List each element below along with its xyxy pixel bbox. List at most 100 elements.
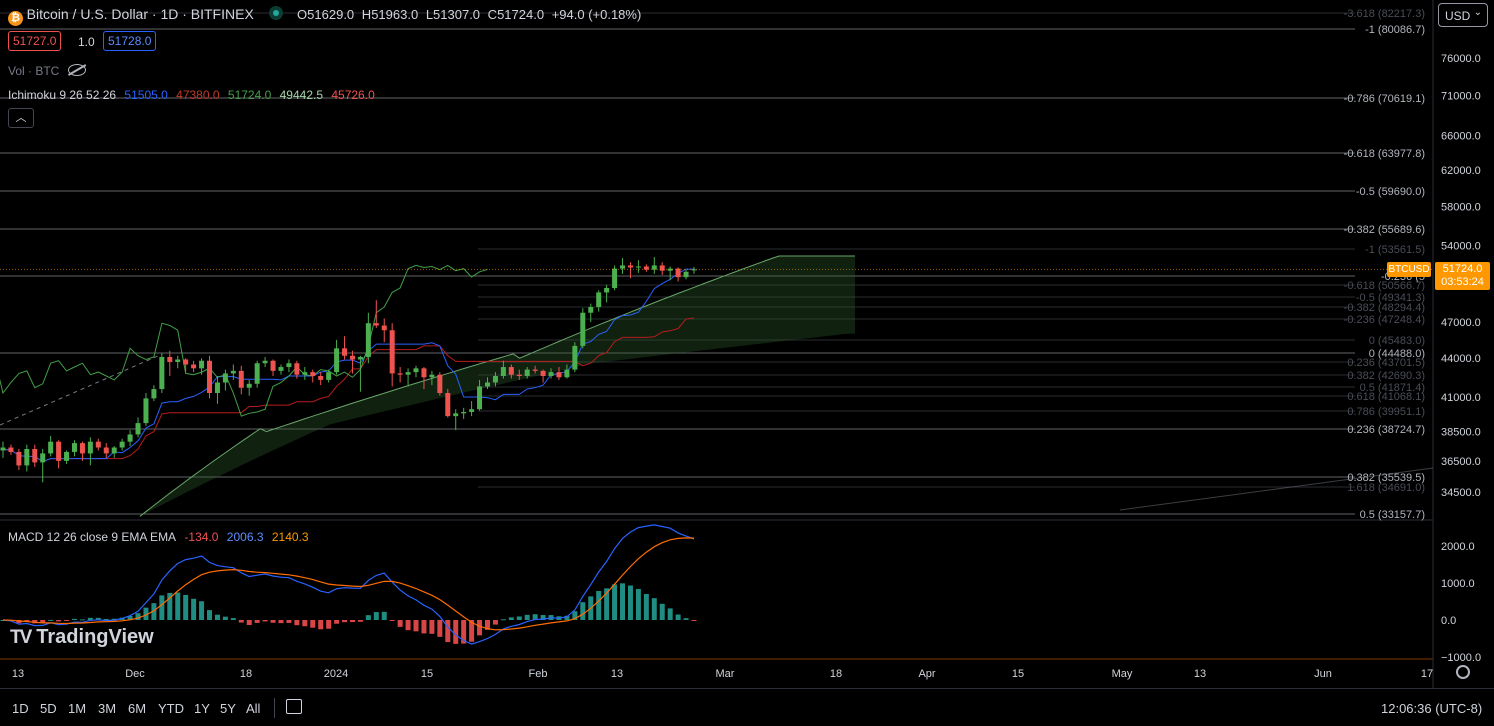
candle-body [254, 363, 260, 384]
macd-line [2, 524, 695, 645]
candle-body [381, 325, 387, 331]
candle-body [604, 288, 610, 293]
candle-body [477, 386, 483, 410]
macd-histogram-bar [71, 618, 77, 620]
candle-body [159, 356, 165, 390]
macd-histogram-bar [32, 620, 38, 624]
time-axis-tick: 13 [611, 668, 623, 680]
candle-body [318, 375, 324, 380]
fib-level-label: 0.5 (33157.7) [1360, 509, 1425, 521]
candle-body [103, 447, 109, 454]
macd-histogram-bar [365, 615, 371, 620]
ichimoku-cloud [140, 256, 855, 517]
candle-body [365, 323, 371, 357]
macd-histogram-bar [397, 620, 403, 627]
candle-body [326, 372, 332, 380]
macd-histogram-bar [135, 613, 141, 620]
price-axis-tick: 54000.0 [1441, 241, 1481, 253]
timeframe-1m[interactable]: 1M [68, 701, 87, 716]
macd-histogram-bar [389, 620, 395, 621]
volume-indicator-legend[interactable]: Vol · BTC [8, 64, 91, 78]
macd-histogram-bar [286, 620, 292, 623]
ichimoku-legend[interactable]: Ichimoku 9 26 52 26 51505.0 47380.0 5172… [8, 88, 375, 102]
price-tag-symbol: BTCUSD [1387, 262, 1431, 277]
macd-histogram-bar [103, 618, 109, 620]
fib-minor-label: -1 (53561.5) [1365, 244, 1425, 256]
candle-body [612, 268, 618, 289]
candle-body [484, 382, 490, 387]
macd-legend[interactable]: MACD 12 26 close 9 EMA EMA -134.0 2006.3… [8, 530, 309, 544]
tradingview-logo[interactable]: TV TradingView [10, 626, 154, 648]
macd-histogram-bar [230, 618, 236, 620]
timeframe-1y[interactable]: 1Y [194, 701, 210, 716]
candle-body [222, 373, 228, 383]
eye-hidden-icon[interactable] [67, 64, 86, 76]
macd-histogram-bar [175, 592, 181, 620]
timeframe-all[interactable]: All [246, 701, 261, 716]
candle-body [508, 367, 514, 375]
price-axis-tick: 66000.0 [1441, 130, 1481, 142]
candle-body [469, 409, 475, 412]
macd-histogram-bar [469, 620, 475, 642]
date-range-icon[interactable] [286, 699, 302, 714]
macd-histogram-bar [342, 620, 348, 623]
candle-body [56, 441, 62, 461]
candle-body [659, 265, 665, 271]
currency-select[interactable]: USD ⌄ [1438, 3, 1488, 27]
tradingview-mark-icon: TV [10, 627, 32, 648]
timeframe-5d[interactable]: 5D [40, 701, 57, 716]
fib-level-label: -3.618 (82217.3) [1344, 8, 1425, 20]
candle-body [87, 441, 93, 454]
macd-histogram-bar [222, 616, 228, 620]
macd-histogram-bar [381, 611, 387, 620]
time-axis-tick: 15 [421, 668, 433, 680]
macd-histogram-bar [143, 607, 149, 620]
ichimoku-span-a [139, 255, 855, 517]
candle-body [8, 447, 14, 452]
candle-body [437, 374, 443, 394]
candle-body [278, 367, 284, 371]
candle-body [405, 372, 411, 375]
macd-histogram-bar [270, 620, 276, 623]
macd-histogram-bar [612, 584, 618, 620]
macd-histogram-bar [453, 620, 459, 644]
macd-histogram-bar [675, 614, 681, 620]
candle-body [580, 312, 586, 346]
collapse-legend-button[interactable]: ︿ [8, 108, 34, 128]
timeframe-6m[interactable]: 6M [128, 701, 147, 716]
timeframe-3m[interactable]: 3M [98, 701, 117, 716]
macd-histogram-bar [532, 614, 538, 620]
chart-canvas[interactable]: -3.618 (82217.3) -1 (80086.7) -0.786 (7061… [0, 0, 1494, 688]
macd-histogram-bar [564, 615, 570, 620]
macd-histogram-bar [540, 615, 546, 620]
macd-histogram-bar [683, 618, 689, 620]
macd-histogram-bar [159, 595, 165, 620]
settings-gear-icon[interactable] [1456, 665, 1470, 679]
macd-histogram-bar [214, 614, 220, 620]
ichimoku-lagging-span [0, 264, 488, 417]
price-tag-price: 51724.0 [1442, 263, 1483, 275]
macd-histogram-bar [437, 620, 443, 637]
price-axis-tick: 34500.0 [1441, 487, 1481, 499]
symbol-title[interactable]: Bitcoin / U.S. Dollar · 1D · BITFINEX [26, 6, 254, 22]
price-axis-tick: 41000.0 [1441, 392, 1481, 404]
open-value: 51629.0 [307, 7, 355, 22]
macd-histogram-bar [207, 610, 213, 620]
order-quantity[interactable]: 1.0 [78, 35, 95, 49]
close-value: 51724.0 [497, 7, 545, 22]
timeframe-ytd[interactable]: YTD [158, 701, 184, 716]
candle-body [620, 265, 626, 269]
sell-price-button[interactable]: 51727.0 [8, 31, 62, 51]
candle-body [16, 451, 22, 466]
timeframe-1d[interactable]: 1D [12, 701, 29, 716]
time-axis-tick: 18 [240, 668, 252, 680]
candle-body [111, 447, 117, 454]
candle-body [596, 292, 602, 308]
buy-price-button[interactable]: 51728.0 [103, 31, 157, 51]
timezone-clock[interactable]: 12:06:36 (UTC-8) [1381, 701, 1483, 716]
macd-histogram-bar [111, 618, 117, 620]
timeframe-5y[interactable]: 5Y [220, 701, 236, 716]
candle-body [207, 360, 213, 394]
price-axis-tick: 58000.0 [1441, 201, 1481, 213]
macd-histogram-bar [500, 619, 506, 621]
